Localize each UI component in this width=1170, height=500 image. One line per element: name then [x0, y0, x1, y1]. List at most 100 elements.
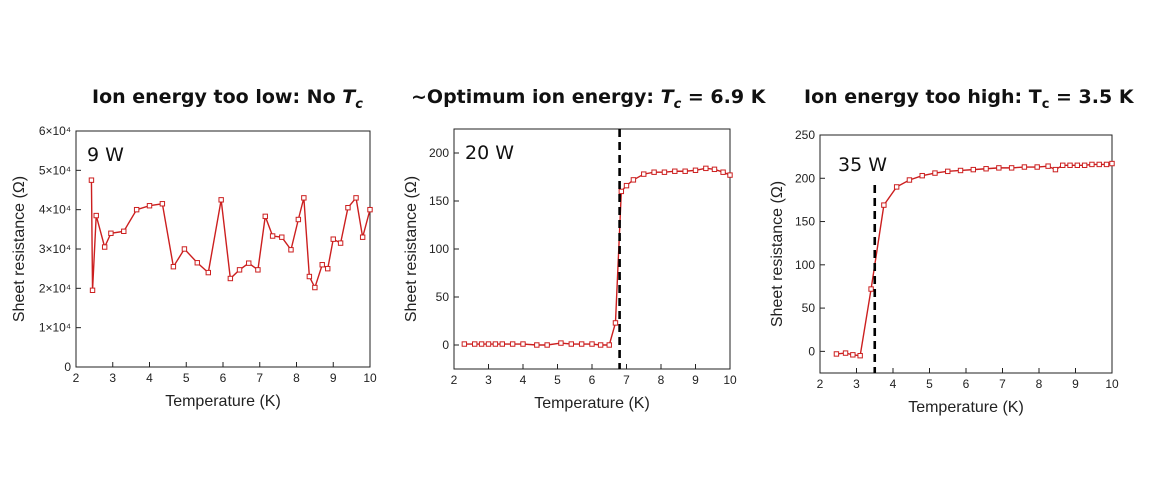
chart3-y-tick-label: 200	[795, 171, 815, 185]
chart1-y-tick-label: 1×10⁴	[39, 321, 71, 335]
chart2-x-tick-label: 6	[589, 373, 596, 387]
chart1-data-point	[319, 262, 325, 268]
chart3-x-axis-label: Temperature (K)	[908, 399, 1024, 416]
chart2-y-tick-label: 150	[429, 194, 449, 208]
chart2-data-point	[544, 342, 550, 348]
chart2-data-point	[651, 169, 657, 175]
panel-title-2: ~Optimum ion energy: Tc = 6.9 K	[411, 86, 766, 112]
chart1-data-point	[181, 246, 188, 252]
chart1-x-tick-label: 9	[330, 371, 337, 385]
chart2-data-point	[534, 342, 540, 348]
chart1-y-tick-label: 5×10⁴	[39, 163, 71, 177]
chart1-data-point	[312, 284, 318, 291]
chart2-y-tick-label: 100	[429, 242, 449, 256]
chart2-data-point	[606, 342, 612, 348]
chart1-data-point	[279, 234, 285, 240]
chart3-x-tick-label: 2	[817, 377, 824, 391]
chart2-power-label: 20 W	[465, 142, 514, 164]
chart1-y-tick-label: 4×10⁴	[39, 203, 71, 217]
chart2-data-point	[692, 167, 699, 173]
chart2-data-point	[682, 168, 688, 174]
chart3-x-tick-label: 10	[1105, 377, 1119, 391]
chart1-data-point	[218, 197, 224, 203]
chart2-data-point	[623, 182, 630, 189]
chart2-data-point	[703, 165, 709, 172]
chart2-x-tick-label: 2	[451, 373, 458, 387]
chart1-data-point	[345, 205, 351, 211]
chart3-data-point	[983, 166, 989, 172]
chart3-data-point	[1052, 166, 1059, 173]
chart3-data-point	[881, 202, 887, 208]
chart1-data-point	[159, 201, 166, 207]
chart3-data-point	[945, 168, 951, 175]
panel-title-1: Ion energy too low: No Tc	[92, 86, 363, 112]
chart3-data-point	[1096, 161, 1102, 168]
chart1-data-point	[170, 264, 177, 270]
chart1-data-point	[133, 206, 140, 213]
chart2-data-point	[589, 341, 595, 347]
chart1-power-label: 9 W	[87, 144, 124, 166]
chart3-data-point	[1103, 161, 1110, 168]
chart3-data-point	[1074, 162, 1081, 168]
chart1-data-point	[269, 233, 276, 239]
chart2-x-tick-label: 5	[554, 373, 561, 387]
chart2-data-point	[672, 168, 678, 174]
chart2-x-tick-label: 8	[658, 373, 665, 387]
chart2-series-line	[464, 167, 731, 346]
chart2-data-point	[492, 341, 499, 347]
chart3-data-point	[1034, 164, 1040, 170]
chart3-y-tick-label: 100	[795, 258, 815, 272]
chart3-x-tick-label: 7	[999, 377, 1006, 391]
chart3-y-axis-label: Sheet resistance (Ω)	[769, 181, 786, 327]
panel-title-3: Ion energy too high: Tc = 3.5 K	[804, 86, 1134, 112]
chart1-plot-frame	[75, 130, 371, 368]
chart1-y-tick-label: 3×10⁴	[39, 242, 71, 256]
chart1-data-point	[367, 206, 373, 213]
chart3-x-tick-label: 6	[963, 377, 970, 391]
chart3-x-tick-label: 4	[890, 377, 897, 391]
chart1-data-point	[337, 240, 344, 246]
chart3-data-point	[1060, 162, 1066, 168]
chart2-data-point	[478, 341, 485, 347]
chart3-data-point	[906, 177, 913, 183]
chart2-data-point	[720, 169, 726, 175]
chart2-data-point	[641, 171, 647, 177]
chart3-data-point	[893, 184, 900, 190]
chart1-y-tick-label: 2×10⁴	[39, 281, 71, 295]
chart1-data-point	[205, 269, 212, 276]
chart1-data-point	[194, 260, 200, 266]
chart1-data-point	[325, 265, 331, 272]
chart2-data-point	[618, 188, 625, 195]
chart3-data-point	[1081, 162, 1088, 168]
chart1-data-point	[88, 177, 95, 183]
chart3-data-point	[1008, 165, 1015, 171]
chart2-data-point	[661, 169, 668, 175]
chart1-data-point	[236, 267, 243, 273]
chart3-series-line	[836, 162, 1113, 357]
chart3-data-point	[842, 350, 849, 356]
chart3-data-point	[1067, 162, 1073, 168]
chart1-x-tick-label: 7	[256, 371, 263, 385]
chart3-x-tick-label: 5	[926, 377, 933, 391]
chart2-data-point	[472, 341, 478, 347]
chart1-data-point	[295, 216, 302, 223]
chart3-data-point	[868, 286, 874, 292]
chart2-plot-frame	[453, 128, 731, 370]
chart1-x-tick-label: 4	[146, 371, 153, 385]
chart3-data-point	[932, 170, 938, 176]
chart1-x-tick-label: 2	[73, 371, 80, 385]
chart3-power-label: 35 W	[838, 154, 887, 176]
chart3-x-tick-label: 9	[1072, 377, 1079, 391]
chart3-data-point	[833, 351, 840, 357]
chart3-y-tick-label: 0	[808, 344, 815, 358]
chart1-data-point	[353, 195, 359, 201]
chart3-data-point	[970, 166, 976, 173]
chart1-x-tick-label: 5	[183, 371, 190, 385]
chart2-data-point	[711, 166, 718, 173]
chart2-data-point	[727, 172, 733, 178]
chart3-data-point	[996, 165, 1002, 171]
chart2-data-point	[558, 340, 564, 346]
chart1-x-tick-label: 3	[109, 371, 116, 385]
chart2-y-axis-label: Sheet resistance (Ω)	[403, 176, 420, 322]
